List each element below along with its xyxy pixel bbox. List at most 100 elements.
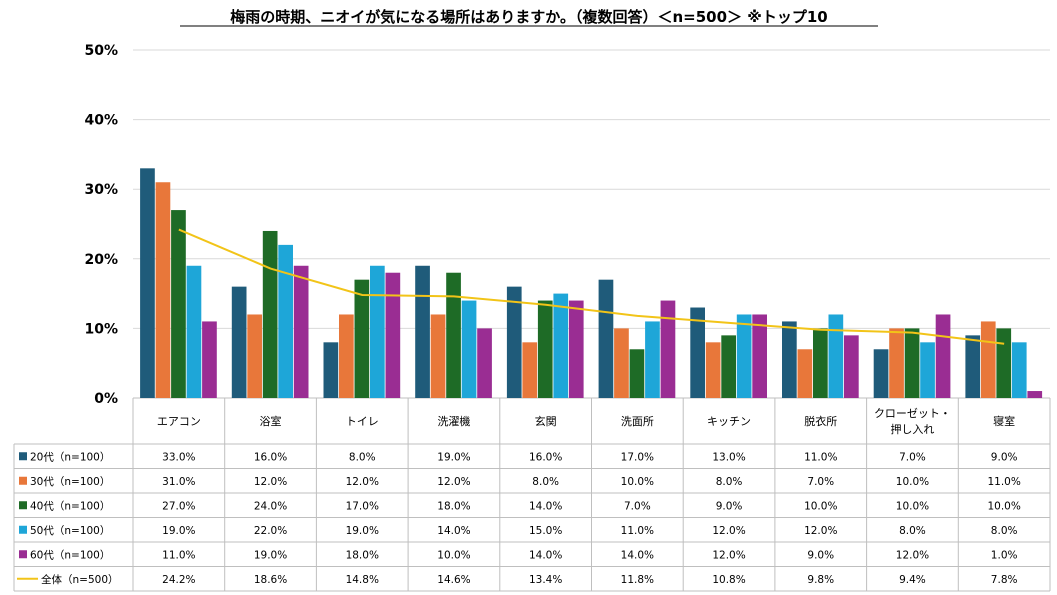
bar — [262, 230, 278, 398]
data-label: 10.0% — [437, 549, 470, 561]
legend-swatch — [19, 525, 27, 534]
data-label: 10.0% — [896, 476, 929, 488]
bar — [568, 300, 584, 398]
data-label: 14.8% — [346, 574, 379, 586]
data-label: 16.0% — [254, 451, 287, 463]
data-label: 10.0% — [621, 476, 654, 488]
category-label: 寝室 — [993, 414, 1015, 428]
y-tick-label: 0% — [94, 391, 118, 407]
data-label: 7.8% — [991, 574, 1018, 586]
bar — [614, 328, 629, 398]
data-label: 33.0% — [162, 451, 195, 463]
data-label: 24.0% — [254, 500, 287, 512]
y-tick-label: 10% — [84, 321, 118, 337]
data-label: 31.0% — [162, 476, 195, 488]
bar — [477, 328, 492, 398]
bar — [660, 300, 676, 398]
data-label: 22.0% — [254, 525, 287, 537]
bar — [231, 286, 247, 398]
bar — [1011, 342, 1027, 398]
bar — [415, 265, 430, 398]
bar — [828, 314, 844, 398]
bar — [645, 321, 660, 398]
legend-swatch — [19, 501, 27, 510]
data-label: 12.0% — [896, 549, 929, 561]
category-label: 浴室 — [260, 414, 282, 428]
bar — [736, 314, 752, 398]
bar — [721, 335, 736, 398]
bars — [140, 168, 1043, 398]
bar — [980, 321, 996, 398]
bar — [339, 314, 354, 398]
y-tick-label: 20% — [84, 252, 118, 268]
data-label: 16.0% — [529, 451, 562, 463]
data-label: 1.0% — [991, 549, 1018, 561]
data-label: 8.0% — [991, 525, 1018, 537]
data-label: 11.8% — [621, 574, 654, 586]
category-label: 洗面所 — [621, 415, 654, 428]
y-tick-label: 50% — [84, 43, 118, 59]
legend-label: 40代（n=100） — [30, 500, 110, 512]
data-label: 12.0% — [437, 476, 470, 488]
bar — [323, 342, 339, 398]
bar — [935, 314, 951, 398]
data-label: 14.0% — [621, 549, 654, 561]
bar — [370, 265, 385, 398]
data-label: 8.0% — [349, 451, 376, 463]
data-label: 19.0% — [346, 525, 379, 537]
data-label: 10.8% — [712, 574, 745, 586]
bar — [522, 342, 538, 398]
bar — [690, 307, 705, 398]
legend-label: 60代（n=100） — [30, 549, 110, 561]
data-label: 15.0% — [529, 525, 562, 537]
data-label: 12.0% — [254, 476, 287, 488]
bar — [461, 300, 477, 398]
data-label: 19.0% — [437, 451, 470, 463]
data-label: 9.4% — [899, 574, 926, 586]
bar — [752, 314, 767, 398]
data-label: 12.0% — [712, 525, 745, 537]
data-label: 14.0% — [437, 525, 470, 537]
chart-title: 梅雨の時期、ニオイが気になる場所はありますか。（複数回答）＜n=500＞ ※トッ… — [230, 8, 827, 26]
data-label: 12.0% — [346, 476, 379, 488]
data-label: 17.0% — [621, 451, 654, 463]
bar — [247, 314, 262, 398]
bar — [782, 321, 797, 398]
data-label: 13.4% — [529, 574, 562, 586]
category-label: クローゼット・ — [874, 407, 951, 420]
data-label: 8.0% — [532, 476, 559, 488]
data-label: 14.0% — [529, 549, 562, 561]
total-line-path — [178, 228, 1005, 345]
bar — [155, 182, 171, 398]
bar — [385, 272, 401, 398]
bar — [537, 300, 553, 398]
data-label: 10.0% — [896, 500, 929, 512]
bar — [202, 321, 217, 398]
bar — [354, 279, 370, 398]
legend-swatch — [19, 550, 27, 559]
data-label: 11.0% — [987, 476, 1020, 488]
bar — [873, 349, 889, 398]
data-label: 8.0% — [899, 525, 926, 537]
category-label: 玄関 — [535, 414, 557, 428]
bar — [813, 328, 828, 398]
bar — [171, 210, 186, 398]
data-label: 10.0% — [987, 500, 1020, 512]
legend-swatch — [19, 452, 27, 461]
bar — [965, 335, 981, 398]
data-label: 18.6% — [254, 574, 287, 586]
category-label: キッチン — [707, 415, 751, 428]
bar — [920, 342, 935, 398]
legend-label: 50代（n=100） — [30, 525, 110, 537]
data-label: 7.0% — [624, 500, 651, 512]
data-label: 9.0% — [807, 549, 834, 561]
data-label: 11.0% — [162, 549, 195, 561]
data-label: 12.0% — [712, 549, 745, 561]
data-label: 14.6% — [437, 574, 470, 586]
bar — [506, 286, 522, 398]
bar — [1027, 391, 1043, 398]
bar — [140, 168, 155, 398]
data-label: 13.0% — [712, 451, 745, 463]
bar — [629, 349, 645, 398]
data-label: 27.0% — [162, 500, 195, 512]
